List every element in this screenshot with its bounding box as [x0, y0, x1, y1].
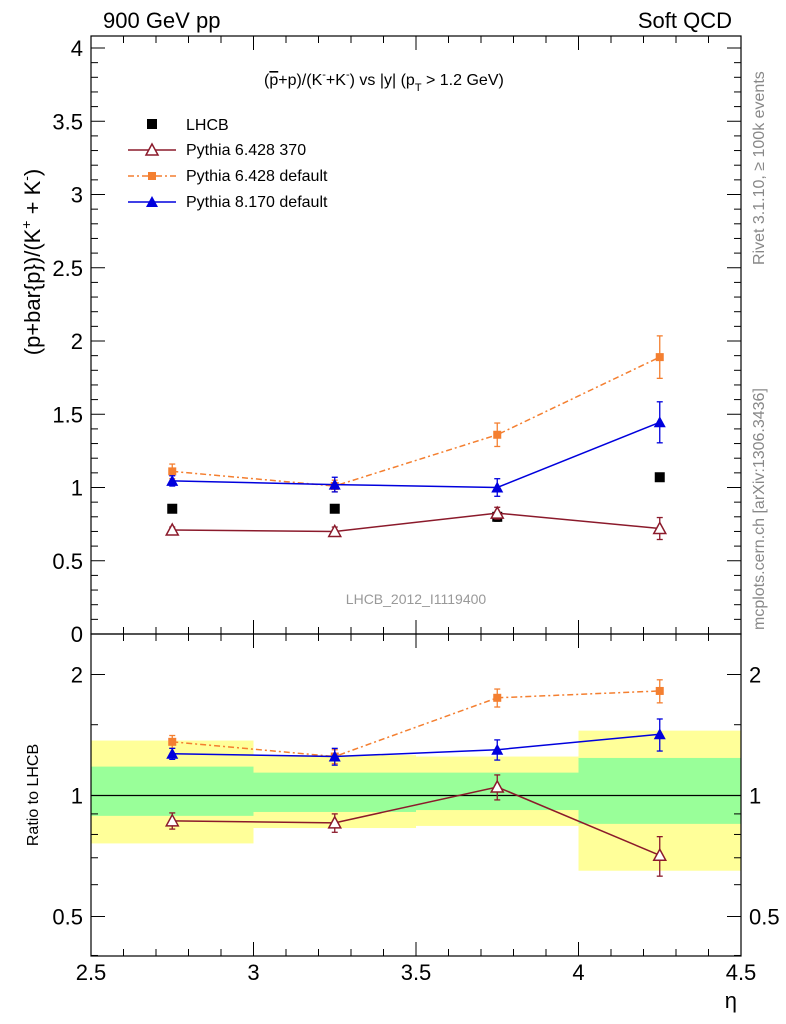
main-point-pythia-6-428-370	[489, 505, 505, 519]
x-tick-label: 3	[247, 960, 259, 985]
main-point-pythia-6-428-370	[327, 523, 343, 538]
main-plot-area	[164, 335, 668, 541]
ratio-y-tick-label-right: 0.5	[749, 905, 780, 930]
main-point-pythia-6-428-default	[493, 430, 502, 439]
ratio-point-pythia-6-428-370	[652, 847, 668, 862]
main-point-pythia-6-428-370	[652, 520, 668, 535]
main-y-tick-label: 1	[71, 476, 83, 501]
ratio-point-pythia-8-170-default	[166, 747, 179, 759]
main-point-pythia-8-170-default	[166, 474, 179, 486]
main-point-pythia-6-428-default	[168, 467, 177, 476]
ratio-band-inner	[578, 757, 741, 824]
ratio-point-pythia-6-428-default	[493, 693, 502, 702]
ratio-point-pythia-8-170-default	[491, 743, 504, 755]
x-tick-label: 2.5	[76, 960, 107, 985]
header-right: Soft QCD	[638, 8, 732, 33]
title-pbar: p	[269, 72, 278, 89]
legend: LHCB Pythia 6.428 370 Pythia 6.428 defau…	[128, 117, 328, 211]
legend-label-py6-default: Pythia 6.428 default	[186, 168, 328, 185]
main-point-lhcb	[167, 503, 178, 514]
ratio-band-inner	[91, 766, 254, 816]
ratio-y-label: Ratio to LHCB	[25, 744, 42, 846]
main-y-label: (p+bar{p})/(K+ + K-)	[18, 169, 45, 356]
ratio-plot-area	[91, 679, 741, 877]
main-y-tick-label: 2.5	[52, 256, 83, 281]
main-point-pythia-6-428-default	[655, 353, 664, 362]
ratio-line-pythia-6-428-370	[172, 786, 661, 856]
ratio-point-pythia-8-170-default	[328, 750, 341, 762]
main-point-pythia-8-170-default	[328, 478, 341, 490]
ratio-y-ticks: 0.5 0.5 1 1 2 2	[52, 662, 780, 956]
x-axis-label: η	[725, 988, 737, 1013]
ratio-point-pythia-8-170-default	[653, 728, 666, 740]
header-left: 900 GeV pp	[103, 8, 220, 33]
main-y-tick-label: 4	[71, 36, 83, 61]
legend-marker-py6-370	[144, 142, 160, 156]
main-title: (p+p)/(K-+K-) vs |y| (pT > 1.2 GeV)	[264, 69, 504, 94]
main-point-pythia-8-170-default	[653, 416, 666, 428]
x-tick-label: 3.5	[401, 960, 432, 985]
legend-label-py6-370: Pythia 6.428 370	[186, 142, 306, 159]
ratio-band-inner	[253, 772, 416, 812]
main-line-pythia-6-428-370	[172, 512, 660, 533]
ratio-x-ticks: 2.5 3 3.5 4 4.5	[76, 634, 757, 985]
main-line-pythia-6-428-default	[172, 356, 661, 487]
ratio-point-pythia-6-428-370	[164, 813, 180, 827]
main-point-lhcb	[654, 472, 665, 483]
legend-label-py8-default: Pythia 8.170 default	[186, 194, 328, 211]
main-y-ticks: 0 0.5 1 1.5 2 2.5 3 3.5 4	[52, 36, 742, 647]
ratio-y-tick-label: 1	[71, 784, 83, 809]
mcplots-label: mcplots.cern.ch [arXiv:1306.3436]	[751, 388, 768, 630]
watermark: LHCB_2012_I1119400	[346, 591, 487, 607]
main-panel: 0 0.5 1 1.5 2 2.5 3 3.5 4 (p+p)/(K-+K-) vs |y| (…	[18, 35, 742, 647]
ratio-y-tick-label-right: 2	[749, 662, 761, 687]
ratio-point-pythia-6-428-370	[489, 779, 505, 793]
x-tick-label: 4.5	[726, 960, 757, 985]
ratio-y-tick-label-right: 1	[749, 784, 761, 809]
main-line-pythia-8-170-default	[172, 421, 661, 489]
ratio-point-pythia-6-428-370	[327, 815, 343, 829]
main-point-pythia-6-428-370	[164, 522, 180, 536]
main-point-lhcb	[329, 503, 340, 514]
legend-label-lhcb: LHCB	[186, 117, 229, 134]
main-point-pythia-8-170-default	[491, 481, 504, 493]
ratio-point-pythia-6-428-default	[168, 737, 177, 746]
x-tick-label: 4	[572, 960, 584, 985]
ratio-y-tick-label: 0.5	[52, 905, 83, 930]
main-y-tick-label: 1.5	[52, 402, 83, 427]
main-y-tick-label: 3	[71, 183, 83, 208]
legend-marker-py8-default	[146, 196, 158, 207]
main-y-tick-label: 0	[71, 622, 83, 647]
ratio-line-pythia-8-170-default	[172, 733, 660, 758]
main-y-tick-label: 3.5	[52, 109, 83, 134]
legend-marker-lhcb	[147, 119, 157, 129]
main-y-tick-label: 2	[71, 329, 83, 354]
ratio-point-pythia-6-428-default	[655, 686, 664, 695]
rivet-label: Rivet 3.1.10, ≥ 100k events	[751, 71, 768, 265]
ratio-panel: 0.5 0.5 1 1 2 2 2.5 3 3.5 4 4.5 Ratio to LHCB η	[25, 633, 780, 1013]
main-y-tick-label: 0.5	[52, 549, 83, 574]
legend-marker-py6-default	[148, 172, 156, 180]
ratio-y-tick-label: 2	[71, 662, 83, 687]
